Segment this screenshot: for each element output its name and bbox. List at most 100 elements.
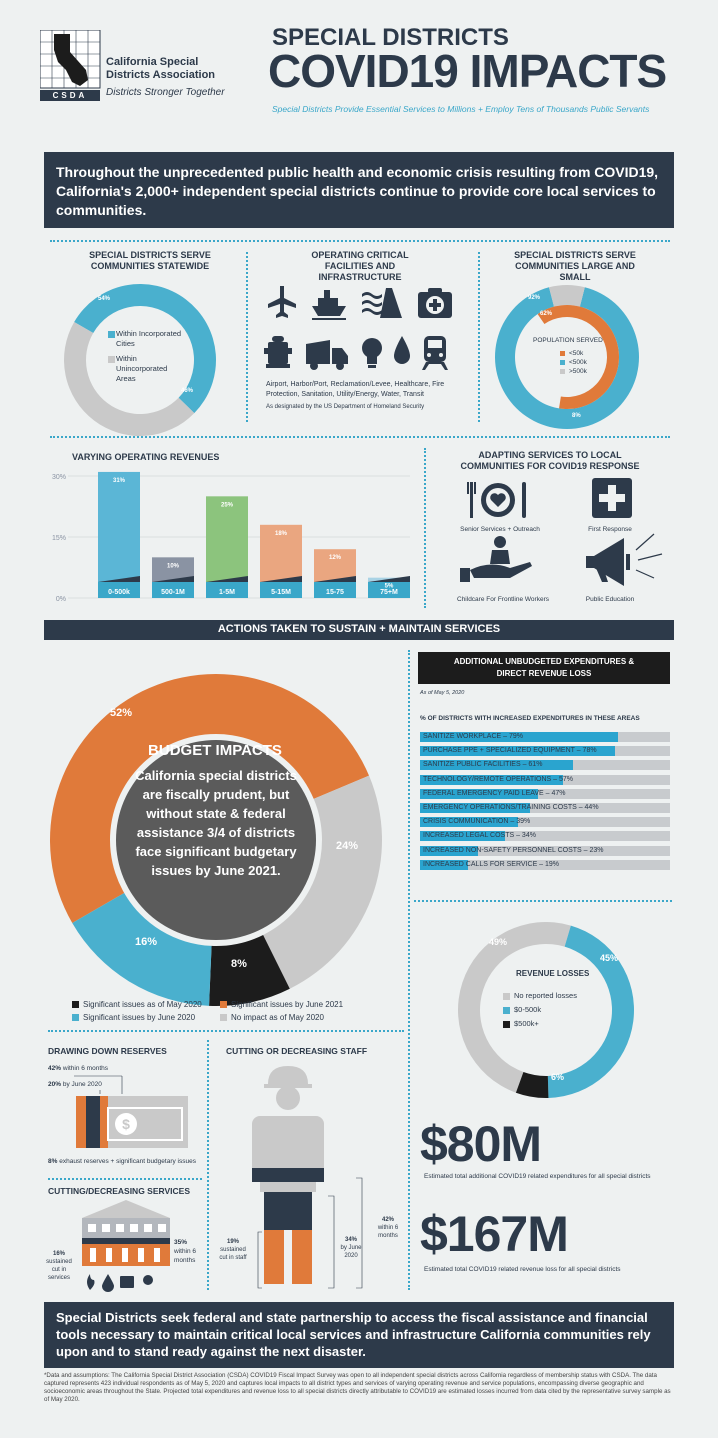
svg-text:$: $ bbox=[122, 1116, 130, 1132]
facilities-title: OPERATING CRITICAL FACILITIES AND INFRAS… bbox=[311, 250, 409, 282]
unbudgeted-banner bbox=[418, 652, 670, 684]
adapting-title: ADAPTING SERVICES TO LOCAL COMMUNITIES F… bbox=[460, 450, 640, 471]
legend-swatch bbox=[560, 359, 565, 365]
intro-text: Throughout the unprecedented public heal… bbox=[56, 164, 659, 218]
losses-title: REVENUE LOSSES bbox=[516, 969, 590, 978]
adapting-label-public-education: Public Education bbox=[585, 596, 635, 603]
revenue-bar bbox=[98, 471, 140, 598]
reserves-graphic: $ bbox=[74, 1075, 188, 1148]
legend-label: <50k bbox=[569, 350, 584, 357]
reserves-text3: exhaust reserves + significant budgetary… bbox=[59, 1158, 196, 1165]
legend-swatch bbox=[220, 1014, 227, 1022]
budget-donut bbox=[49, 673, 382, 1006]
large-small-title: SPECIAL DISTRICTS SERVE COMMUNITIES LARG… bbox=[514, 250, 636, 282]
divider bbox=[207, 1040, 209, 1290]
expenditure-row: EMERGENCY OPERATIONS/TRAINING COSTS – 44… bbox=[420, 803, 670, 813]
budget-donut-slice bbox=[49, 673, 370, 923]
revenue-category-label: 75+M bbox=[380, 589, 398, 596]
services-right: 35% within 6 months bbox=[174, 1238, 208, 1265]
expenditure-label: SANITIZE WORKPLACE – 79% bbox=[423, 733, 523, 740]
services-building-graphic bbox=[82, 1200, 170, 1292]
losses-pct-45: 45% bbox=[600, 953, 619, 963]
statewide-donut bbox=[63, 284, 216, 436]
expenditure-row: SANITIZE PUBLIC FACILITIES – 61% bbox=[420, 760, 670, 771]
revenue-bar-base bbox=[98, 582, 140, 598]
reserves-line1: 42% within 6 months bbox=[48, 1065, 108, 1072]
budget-text: California special districts are fiscall… bbox=[135, 768, 297, 878]
org-tagline: Districts Stronger Together bbox=[106, 87, 225, 98]
legend-swatch bbox=[560, 368, 565, 374]
revenue-bar-shadow bbox=[314, 576, 356, 582]
population-inner-pct: 62% bbox=[540, 311, 553, 317]
legend-item: <500k bbox=[560, 358, 587, 367]
expenditure-bar-fill bbox=[420, 746, 615, 757]
staff-mid-pct: 34% bbox=[344, 1237, 357, 1243]
expenditure-label: INCREASED CALLS FOR SERVICE – 19% bbox=[423, 860, 560, 868]
facilities-icons bbox=[264, 286, 452, 370]
population-small-pct: 8% bbox=[572, 413, 581, 419]
staff-left-pct: 19% bbox=[226, 1239, 239, 1245]
legend-swatch bbox=[72, 1014, 79, 1022]
services-right-pct: 35% bbox=[174, 1239, 188, 1246]
org-name-line2: Districts Association bbox=[106, 69, 216, 81]
senior-services-icon bbox=[467, 482, 526, 518]
reserves-pct3: 8% bbox=[48, 1158, 58, 1165]
expenditure-bar-fill bbox=[420, 774, 563, 785]
legend-swatch bbox=[560, 350, 565, 356]
revenue-losses-donut bbox=[458, 922, 634, 1098]
y-tick-label: 0% bbox=[56, 596, 66, 603]
healthcare-icon bbox=[120, 1276, 134, 1288]
big-number-expenditures: $80M bbox=[420, 1116, 542, 1172]
hard-hat-icon bbox=[264, 1066, 312, 1088]
revenue-bar-base bbox=[206, 582, 248, 598]
expenditure-label: PURCHASE PPE + SPECIALIZED EQUIPMENT – 7… bbox=[423, 747, 597, 755]
revenue-bar-value: 12% bbox=[329, 555, 342, 561]
population-outer-pct: 92% bbox=[528, 295, 541, 301]
legend-swatch bbox=[503, 992, 510, 1000]
population-legend: <50k <500k >500k bbox=[560, 349, 587, 376]
first-response-icon bbox=[592, 478, 632, 518]
fire-icon bbox=[87, 1274, 95, 1290]
expenditure-bar-fill bbox=[420, 803, 530, 813]
expenditure-row: INCREASED NON-SAFETY PERSONNEL COSTS – 2… bbox=[420, 845, 670, 856]
healthcare-icon bbox=[418, 288, 452, 318]
statewide-legend-within: Within Incorporated Cities bbox=[108, 329, 188, 349]
losses-donut-slice bbox=[515, 1072, 549, 1098]
revenue-bar-shadow bbox=[152, 576, 194, 582]
csda-logo bbox=[40, 30, 101, 101]
revenue-bar-shadow bbox=[98, 576, 140, 582]
childcare-icon bbox=[460, 536, 532, 582]
expenditure-label: EMERGENCY OPERATIONS/TRAINING COSTS – 44… bbox=[423, 804, 599, 811]
expenditure-row: INCREASED CALLS FOR SERVICE – 19% bbox=[420, 859, 670, 870]
expenditure-row: CRISIS COMMUNICATION – 39% bbox=[420, 817, 670, 828]
garbage-truck-icon bbox=[306, 340, 348, 370]
divider bbox=[478, 252, 480, 422]
revenue-bar-value: 5% bbox=[385, 584, 394, 590]
legend-item: $0-500k bbox=[503, 1003, 577, 1017]
services-title: CUTTING/DECREASING SERVICES bbox=[48, 1186, 191, 1196]
staff-title: CUTTING OR DECREASING STAFF bbox=[226, 1046, 368, 1056]
statewide-legend-unincorp: Within Unincorporated Areas bbox=[108, 354, 188, 384]
expenditure-bar-fill bbox=[420, 831, 505, 842]
legend-label: $0-500k bbox=[514, 1005, 542, 1014]
expenditure-bar-fill bbox=[420, 845, 478, 856]
unbudgeted-title: ADDITIONAL UNBUDGETED EXPENDITURES & DIR… bbox=[453, 657, 635, 678]
legend-swatch bbox=[108, 356, 115, 363]
facilities-note: As designated by the US Department of Ho… bbox=[266, 404, 425, 410]
staff-worker-graphic bbox=[252, 1066, 324, 1284]
y-tick-label: 15% bbox=[52, 535, 66, 542]
reserves-line2: 20% by June 2020 bbox=[48, 1081, 102, 1088]
revenue-bar-shadow bbox=[206, 576, 248, 582]
divider bbox=[414, 900, 672, 902]
legend-label: $500k+ bbox=[514, 1019, 539, 1028]
legend-item: $500k+ bbox=[503, 1017, 577, 1031]
revenue-bar-value: 10% bbox=[167, 563, 180, 569]
services-left: 16% sustained cut in services bbox=[46, 1250, 72, 1282]
public-education-icon bbox=[586, 538, 630, 586]
expenditure-label: CRISIS COMMUNICATION – 39% bbox=[423, 818, 531, 826]
budget-donut-slice bbox=[209, 934, 290, 1006]
expenditure-bar-fill bbox=[420, 859, 468, 870]
legend-item: <50k bbox=[560, 349, 587, 358]
losses-pct-49: 49% bbox=[489, 937, 508, 947]
revenue-category-label: 5-15M bbox=[271, 589, 291, 596]
